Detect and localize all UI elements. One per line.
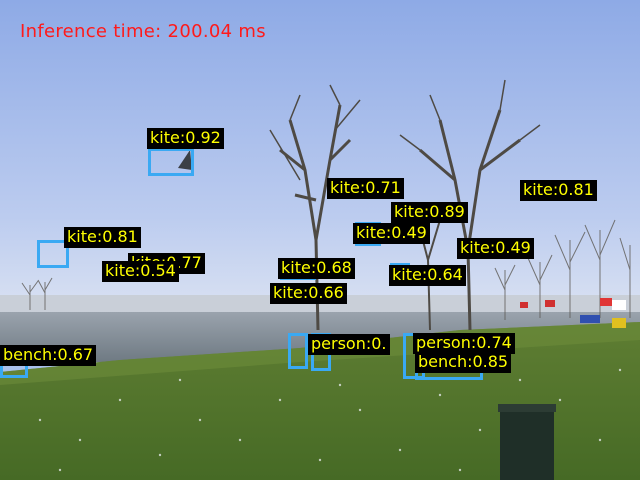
detection-label-kite: kite:0.54 xyxy=(102,261,179,282)
detection-label-kite: kite:0.66 xyxy=(270,283,347,304)
shore-flags xyxy=(520,298,626,328)
kite-shape xyxy=(178,150,192,170)
detection-label-kite: kite:0.64 xyxy=(389,265,466,286)
detection-label-kite: kite:0.89 xyxy=(391,202,468,223)
detection-label-kite: kite:0.49 xyxy=(353,223,430,244)
detection-label-kite: kite:0.71 xyxy=(327,178,404,199)
detection-label-kite: kite:0.68 xyxy=(278,258,355,279)
daisies xyxy=(38,368,622,472)
detection-label-bench: bench:0.85 xyxy=(415,352,512,373)
detection-box xyxy=(148,148,194,176)
distant-trees xyxy=(21,219,631,320)
detection-label-bench: bench:0.67 xyxy=(0,345,97,366)
detection-label-person: person:0. xyxy=(308,334,390,355)
detection-label-kite: kite:0.81 xyxy=(64,227,141,248)
trash-bin xyxy=(498,404,556,480)
detection-label-kite: kite:0.81 xyxy=(520,180,597,201)
horizon-haze xyxy=(0,295,640,315)
detection-box xyxy=(37,240,69,268)
inference-time: Inference time: 200.04 ms xyxy=(20,21,266,42)
detection-label-person: person:0.74 xyxy=(413,333,515,354)
detection-box xyxy=(288,333,308,369)
detection-label-kite: kite:0.49 xyxy=(457,238,534,259)
detection-label-kite: kite:0.92 xyxy=(147,128,224,149)
